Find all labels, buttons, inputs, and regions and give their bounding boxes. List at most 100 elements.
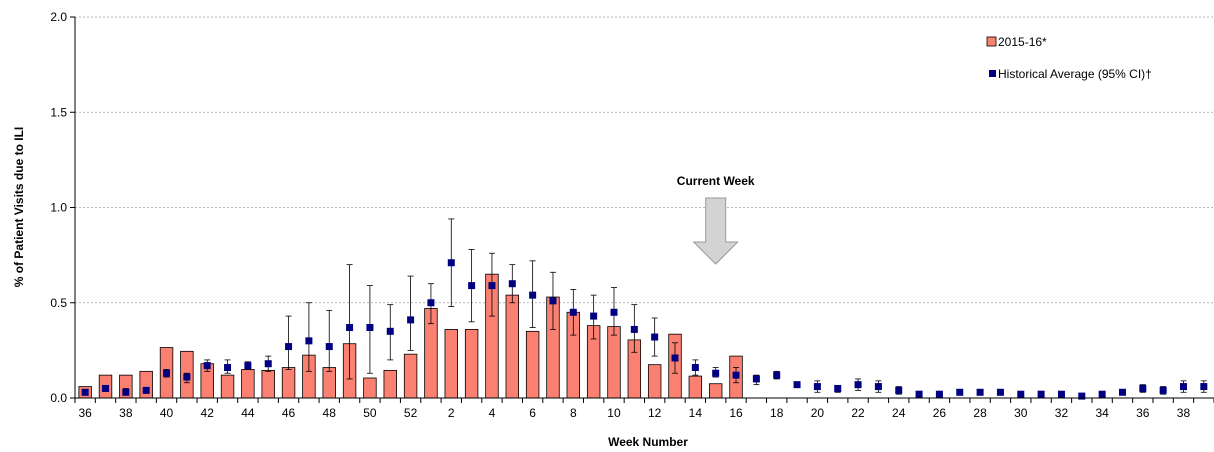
marker-point	[285, 343, 293, 351]
x-tick-label: 20	[811, 406, 825, 420]
marker-point	[569, 308, 577, 316]
marker-point	[630, 325, 638, 333]
marker-point	[122, 388, 130, 396]
marker-point	[874, 383, 882, 391]
x-tick-label: 12	[648, 406, 662, 420]
marker-point	[366, 324, 374, 332]
marker-point	[671, 354, 679, 362]
x-tick-labels: 36 38 40 42 44 46 48 50 52 2 4 6 8 10 12 14 16 18 20 22 24 26…	[78, 406, 1190, 420]
marker-point	[1139, 384, 1147, 392]
bar	[241, 369, 255, 399]
y-tick-label: 2.0	[50, 10, 67, 24]
marker-point	[691, 364, 699, 372]
x-axis-title: Week Number	[608, 435, 688, 449]
x-tick-label: 36	[78, 406, 92, 420]
marker-point	[163, 369, 171, 377]
marker-point	[976, 388, 984, 396]
x-tick-label: 8	[570, 406, 577, 420]
marker-point	[935, 390, 943, 398]
marker-point	[386, 327, 394, 335]
marker-point	[590, 312, 598, 320]
bar	[403, 353, 418, 399]
x-tick-label: 18	[770, 406, 784, 420]
marker-point	[264, 360, 272, 368]
bar	[383, 369, 397, 399]
legend-label-markers: Historical Average (95% CI)†	[998, 67, 1152, 81]
x-tick-label: 34	[1095, 406, 1109, 420]
marker-point	[895, 386, 903, 394]
marker-point	[915, 390, 923, 398]
marker-point	[813, 383, 821, 391]
x-tick-label: 16	[729, 406, 743, 420]
x-tick-label: 28	[973, 406, 987, 420]
marker-point	[610, 308, 618, 316]
marker-point	[468, 282, 476, 290]
bar	[444, 329, 458, 399]
y-tick-label: 0.5	[50, 296, 67, 310]
x-tick-label: 2	[448, 406, 455, 420]
marker-point	[651, 333, 659, 341]
marker-point	[203, 362, 211, 370]
bar	[363, 377, 377, 399]
bar	[505, 294, 519, 399]
legend: 2015-16* Historical Average (95% CI)†	[986, 35, 1152, 81]
bar	[261, 369, 275, 399]
marker-point	[773, 371, 781, 379]
bar	[525, 330, 540, 399]
x-tick-label: 42	[201, 406, 215, 420]
bar	[139, 370, 153, 399]
marker-point	[102, 384, 110, 392]
marker-point	[549, 297, 557, 305]
x-tick-label: 26	[933, 406, 947, 420]
marker-point	[346, 324, 354, 332]
marker-point	[1098, 390, 1106, 398]
marker-point	[854, 381, 862, 389]
bar	[688, 375, 703, 399]
x-tick-label: 48	[323, 406, 337, 420]
y-tick-label: 0.0	[50, 391, 67, 405]
marker-point	[752, 375, 760, 383]
marker-point	[1057, 390, 1065, 398]
x-tick-label: 38	[119, 406, 133, 420]
y-tick-labels: 0.0 0.5 1.0 1.5 2.0	[50, 10, 67, 405]
marker-point	[427, 299, 435, 307]
x-tick-label: 4	[489, 406, 496, 420]
x-tick-label: 14	[689, 406, 703, 420]
marker-point	[488, 282, 496, 290]
x-tick-label: 32	[1055, 406, 1069, 420]
bar	[322, 367, 336, 399]
marker-point	[956, 388, 964, 396]
bar	[464, 329, 479, 399]
marker-point	[1118, 388, 1126, 396]
marker-point	[793, 381, 801, 389]
legend-label-bars: 2015-16*	[998, 35, 1047, 49]
bar	[281, 367, 296, 399]
x-tick-label: 38	[1177, 406, 1191, 420]
bar	[708, 383, 723, 399]
marker-point	[712, 369, 720, 377]
y-tick-label: 1.5	[50, 105, 67, 119]
x-tick-label: 50	[363, 406, 377, 420]
marker-point	[183, 373, 191, 381]
x-tick-label: 10	[607, 406, 621, 420]
marker-series	[81, 259, 1208, 400]
y-axis-title: % of Patient Visits due to ILI	[12, 127, 26, 287]
marker-point	[732, 371, 740, 379]
marker-point	[407, 316, 415, 324]
x-tick-label: 46	[282, 406, 296, 420]
marker-point	[244, 362, 252, 370]
x-tick-label: 52	[404, 406, 418, 420]
y-tick-label: 1.0	[50, 201, 67, 215]
bar	[607, 326, 621, 399]
marker-point	[508, 280, 516, 288]
marker-point	[1078, 392, 1086, 400]
current-week-annotation: Current Week	[677, 174, 755, 265]
marker-point	[325, 343, 333, 351]
marker-point	[996, 388, 1004, 396]
marker-point	[224, 364, 232, 372]
x-tick-label: 30	[1014, 406, 1028, 420]
marker-point	[142, 386, 150, 394]
marker-point	[834, 384, 842, 392]
marker-point	[1017, 390, 1025, 398]
